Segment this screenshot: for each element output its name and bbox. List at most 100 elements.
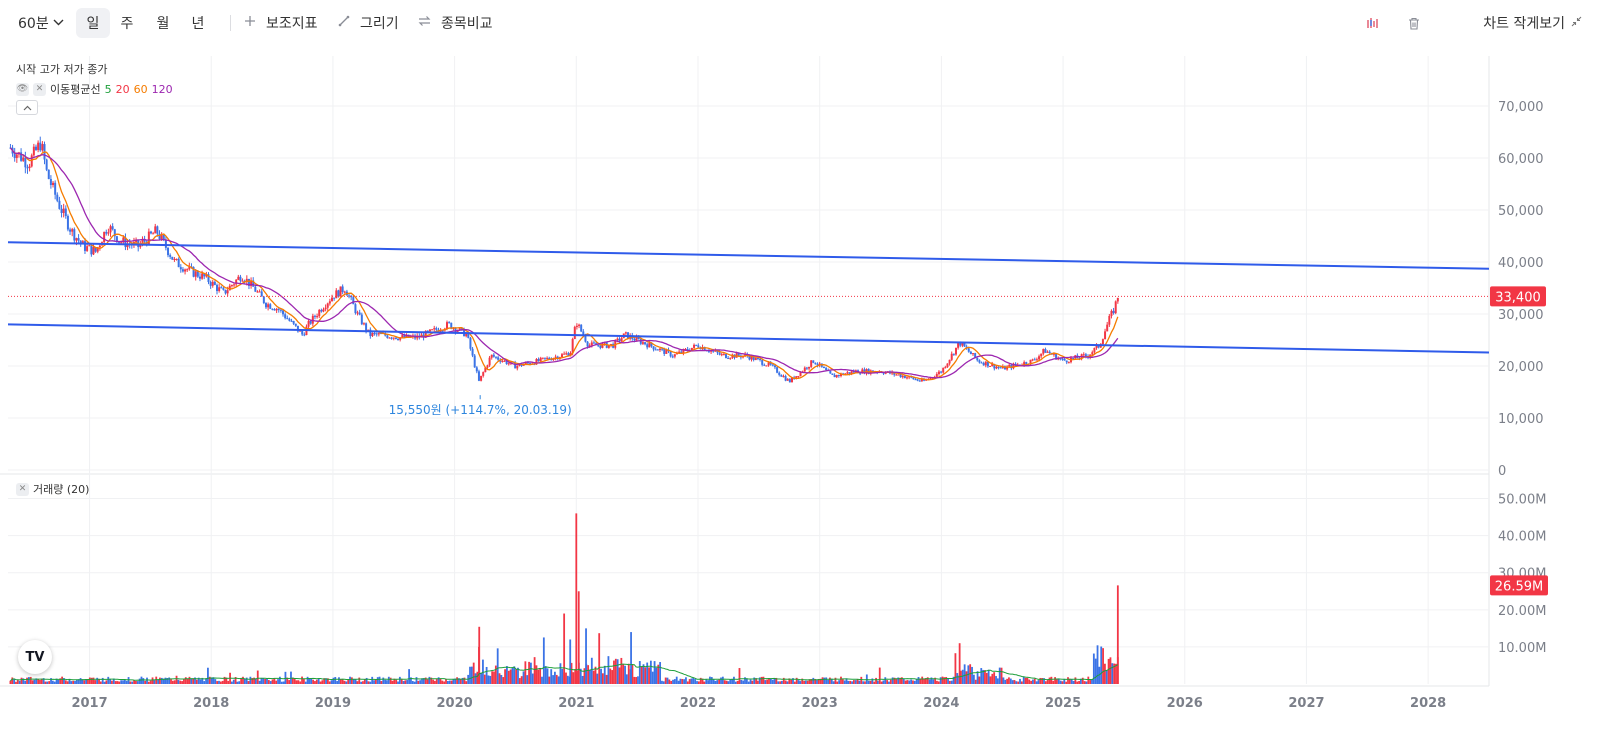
volume-bar [1056, 678, 1058, 684]
candle-body [952, 353, 955, 355]
volume-bar [1059, 680, 1062, 684]
candle-body [720, 354, 723, 356]
volume-bar [624, 665, 626, 684]
candle-body [903, 375, 906, 379]
candle-body [460, 328, 463, 330]
volume-bar [1074, 677, 1077, 684]
candle-body [1031, 359, 1034, 361]
indicators-button[interactable]: 보조지표 [244, 8, 318, 38]
period-day-button[interactable]: 일 [76, 8, 110, 38]
candle-body [222, 288, 225, 290]
candles-icon[interactable] [1364, 14, 1382, 32]
volume-bar [101, 677, 104, 684]
period-week-button[interactable]: 주 [120, 16, 134, 32]
volume-bar [336, 681, 339, 684]
volume-spike [958, 643, 961, 684]
period-year-button[interactable]: 년 [191, 16, 205, 32]
candle-body [995, 366, 998, 369]
candle-body [541, 357, 544, 359]
volume-bar [635, 677, 638, 684]
volume-bar [1102, 648, 1104, 684]
close-icon[interactable]: ✕ [16, 482, 29, 496]
candle-body [716, 350, 719, 353]
interval-selector[interactable]: 60분 [18, 8, 64, 38]
volume-bar [85, 679, 88, 684]
volume-bar [352, 678, 355, 684]
volume-label: 거래량 (20) [33, 483, 90, 496]
volume-bar [155, 676, 158, 684]
candle-body [969, 351, 972, 355]
volume-bar [817, 678, 820, 684]
volume-bar [387, 676, 390, 684]
volume-bar [109, 679, 112, 684]
volume-bar [574, 669, 577, 684]
candle-body [275, 308, 278, 311]
candle-body [401, 335, 404, 338]
volume-bar [219, 681, 222, 684]
volume-bar [247, 681, 250, 684]
volume-bar [952, 676, 955, 684]
volume-bar [439, 678, 442, 684]
candle-body [1048, 351, 1051, 354]
volume-bar [223, 676, 226, 684]
volume-bar [690, 678, 693, 684]
price-axis: 70,000 60,000 50,000 40,000 30,000 20,000 10,0… [1498, 100, 1544, 479]
volume-bar [96, 677, 99, 684]
candle-body [543, 357, 546, 359]
candle-body [799, 371, 802, 377]
chevron-up-icon[interactable] [16, 100, 38, 115]
tradingview-logo[interactable]: TV [18, 640, 52, 674]
candle-body [465, 333, 468, 337]
candle-body [1106, 324, 1109, 332]
candle-body [356, 312, 359, 314]
volume-bar [1011, 680, 1014, 684]
volume-bar [197, 677, 200, 684]
volume-bar [769, 678, 772, 684]
volume-bar [291, 677, 294, 684]
volume-bar [445, 678, 447, 684]
ma-period-5: 5 [104, 82, 112, 96]
candle-body [586, 341, 589, 347]
volume-bar [882, 680, 885, 684]
period-month-button[interactable]: 월 [156, 16, 170, 32]
candle-body [66, 215, 69, 230]
volume-bar [601, 673, 604, 684]
volume-bar [371, 676, 374, 684]
candle-body [980, 362, 983, 364]
volume-bar [406, 680, 409, 684]
candle-body [678, 351, 681, 354]
trash-icon[interactable] [1405, 14, 1423, 32]
volume-axis-label: 10.00M [1498, 641, 1546, 656]
compare-button[interactable]: 종목비교 [418, 8, 493, 38]
close-icon[interactable]: ✕ [33, 82, 46, 96]
volume-bar [1048, 677, 1051, 684]
volume-bar [781, 680, 783, 684]
candle-body [684, 348, 687, 350]
volume-bar [649, 660, 652, 684]
candle-body [49, 179, 52, 185]
candle-body [731, 354, 734, 358]
volume-bar [179, 680, 182, 684]
candle-body [748, 355, 751, 360]
candle-body [882, 372, 885, 374]
minimize-chart-button[interactable]: 차트 작게보기 [1483, 8, 1582, 38]
volume-bar [829, 677, 831, 684]
volume-bar [537, 669, 540, 684]
candle-body [835, 374, 838, 378]
volume-bar [461, 677, 464, 684]
candle-body [1044, 349, 1047, 353]
eye-icon[interactable]: 👁 [16, 82, 29, 96]
volume-bar [443, 681, 446, 684]
volume-bar [1083, 681, 1086, 684]
volume-bar [566, 675, 569, 684]
volume-bar [936, 680, 938, 684]
candle-body [946, 363, 949, 368]
draw-button[interactable]: 그리기 [338, 8, 399, 38]
volume-bar [1111, 663, 1114, 684]
volume-bar [98, 678, 100, 684]
volume-bar [561, 668, 564, 684]
volume-bar [539, 668, 542, 684]
candle-body [710, 350, 713, 352]
volume-bar [675, 676, 678, 684]
